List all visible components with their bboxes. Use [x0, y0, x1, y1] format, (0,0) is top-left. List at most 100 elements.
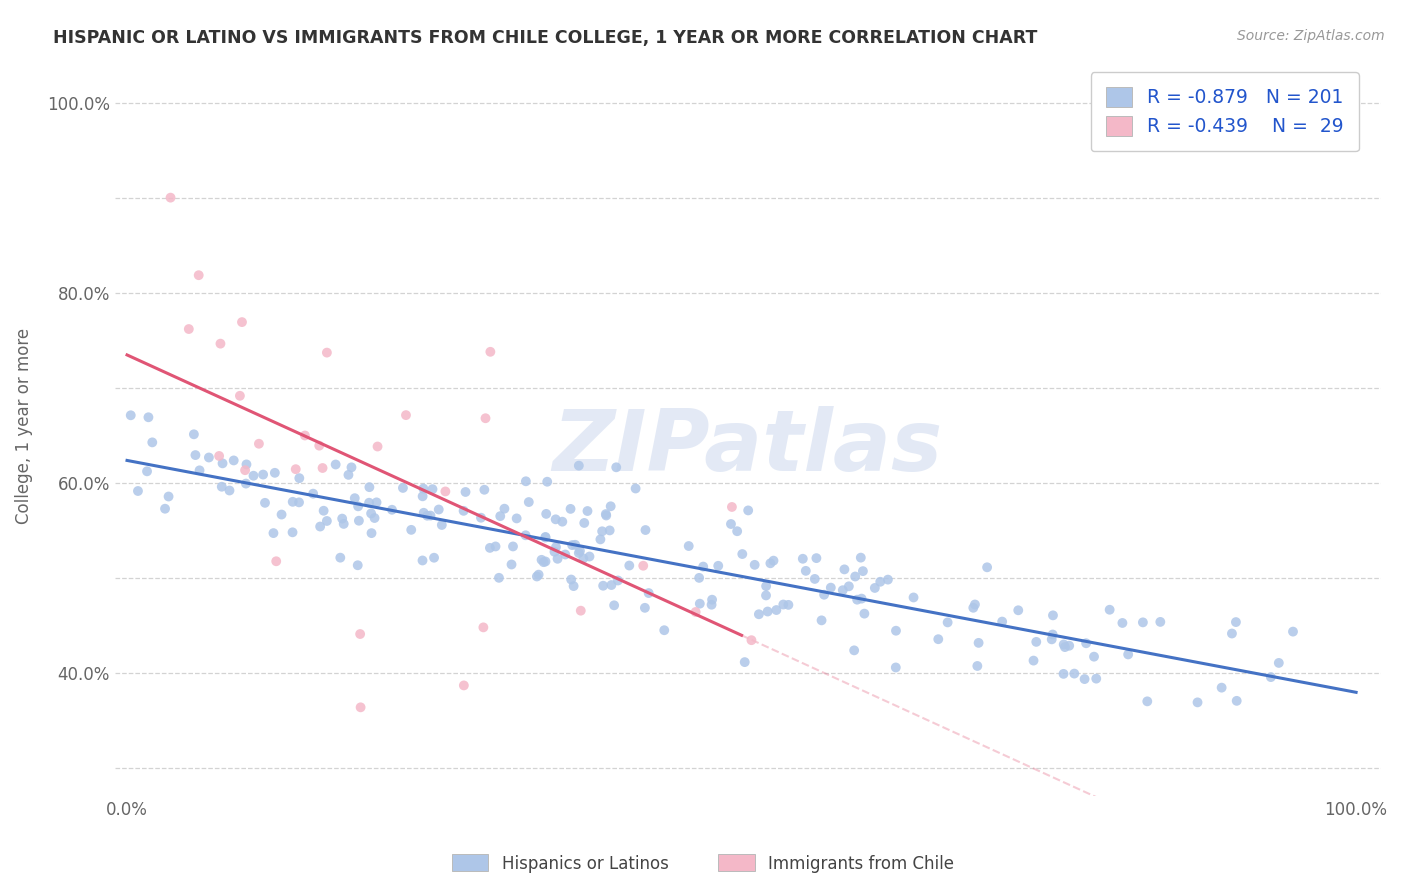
Point	[755, 579, 778, 593]
Point	[607, 574, 630, 588]
Point	[453, 678, 475, 692]
Point	[731, 547, 754, 561]
Point	[430, 518, 453, 533]
Point	[1111, 615, 1133, 630]
Point	[252, 467, 274, 482]
Point	[489, 509, 512, 524]
Point	[578, 549, 600, 564]
Point	[561, 538, 583, 552]
Point	[343, 491, 366, 505]
Legend: R = -0.879   N = 201, R = -0.439    N =  29: R = -0.879 N = 201, R = -0.439 N = 29	[1091, 72, 1358, 152]
Point	[270, 508, 292, 522]
Point	[412, 506, 434, 520]
Point	[478, 541, 501, 555]
Point	[755, 589, 778, 603]
Point	[631, 558, 654, 573]
Point	[1098, 603, 1121, 617]
Point	[412, 482, 434, 496]
Point	[347, 500, 370, 514]
Point	[544, 512, 567, 526]
Point	[844, 643, 866, 657]
Point	[806, 551, 828, 566]
Point	[756, 605, 779, 619]
Point	[329, 550, 352, 565]
Point	[624, 482, 647, 496]
Point	[1022, 654, 1045, 668]
Point	[1063, 666, 1085, 681]
Point	[1268, 656, 1291, 670]
Point	[434, 484, 457, 499]
Point	[530, 553, 553, 567]
Point	[772, 598, 794, 612]
Point	[834, 562, 856, 576]
Point	[688, 571, 710, 585]
Point	[603, 599, 626, 613]
Point	[576, 504, 599, 518]
Point	[235, 476, 257, 491]
Point	[474, 411, 496, 425]
Point	[592, 579, 614, 593]
Point	[141, 435, 163, 450]
Point	[211, 480, 233, 494]
Point	[903, 591, 925, 605]
Point	[472, 483, 495, 497]
Point	[591, 524, 613, 539]
Point	[381, 502, 404, 516]
Point	[242, 468, 264, 483]
Point	[312, 504, 335, 518]
Point	[976, 560, 998, 574]
Point	[678, 539, 700, 553]
Point	[534, 507, 557, 521]
Point	[534, 554, 557, 568]
Point	[363, 511, 385, 525]
Point	[359, 480, 381, 494]
Point	[551, 515, 574, 529]
Point	[419, 508, 441, 523]
Point	[595, 507, 617, 521]
Point	[869, 574, 891, 589]
Point	[1136, 694, 1159, 708]
Point	[543, 545, 565, 559]
Point	[725, 524, 748, 539]
Point	[744, 558, 766, 572]
Point	[153, 501, 176, 516]
Point	[637, 586, 659, 600]
Point	[700, 598, 723, 612]
Point	[560, 573, 582, 587]
Point	[235, 458, 257, 472]
Point	[399, 523, 422, 537]
Point	[844, 569, 866, 583]
Point	[1074, 636, 1097, 650]
Point	[294, 428, 316, 442]
Point	[1220, 626, 1243, 640]
Point	[479, 344, 502, 359]
Point	[536, 475, 558, 489]
Point	[810, 613, 832, 627]
Point	[315, 514, 337, 528]
Point	[159, 191, 181, 205]
Point	[748, 607, 770, 622]
Point	[515, 475, 537, 489]
Point	[311, 461, 333, 475]
Point	[347, 514, 370, 528]
Point	[794, 564, 817, 578]
Point	[422, 482, 444, 496]
Point	[1040, 632, 1063, 647]
Point	[720, 516, 742, 531]
Point	[337, 467, 360, 482]
Point	[392, 481, 415, 495]
Point	[838, 579, 860, 593]
Point	[136, 464, 159, 478]
Point	[349, 627, 371, 641]
Point	[533, 555, 555, 569]
Point	[177, 322, 200, 336]
Point	[527, 567, 550, 582]
Point	[740, 633, 762, 648]
Point	[963, 598, 986, 612]
Point	[288, 471, 311, 485]
Point	[416, 508, 439, 523]
Point	[1053, 640, 1076, 654]
Point	[263, 466, 285, 480]
Point	[1007, 603, 1029, 617]
Point	[349, 700, 371, 714]
